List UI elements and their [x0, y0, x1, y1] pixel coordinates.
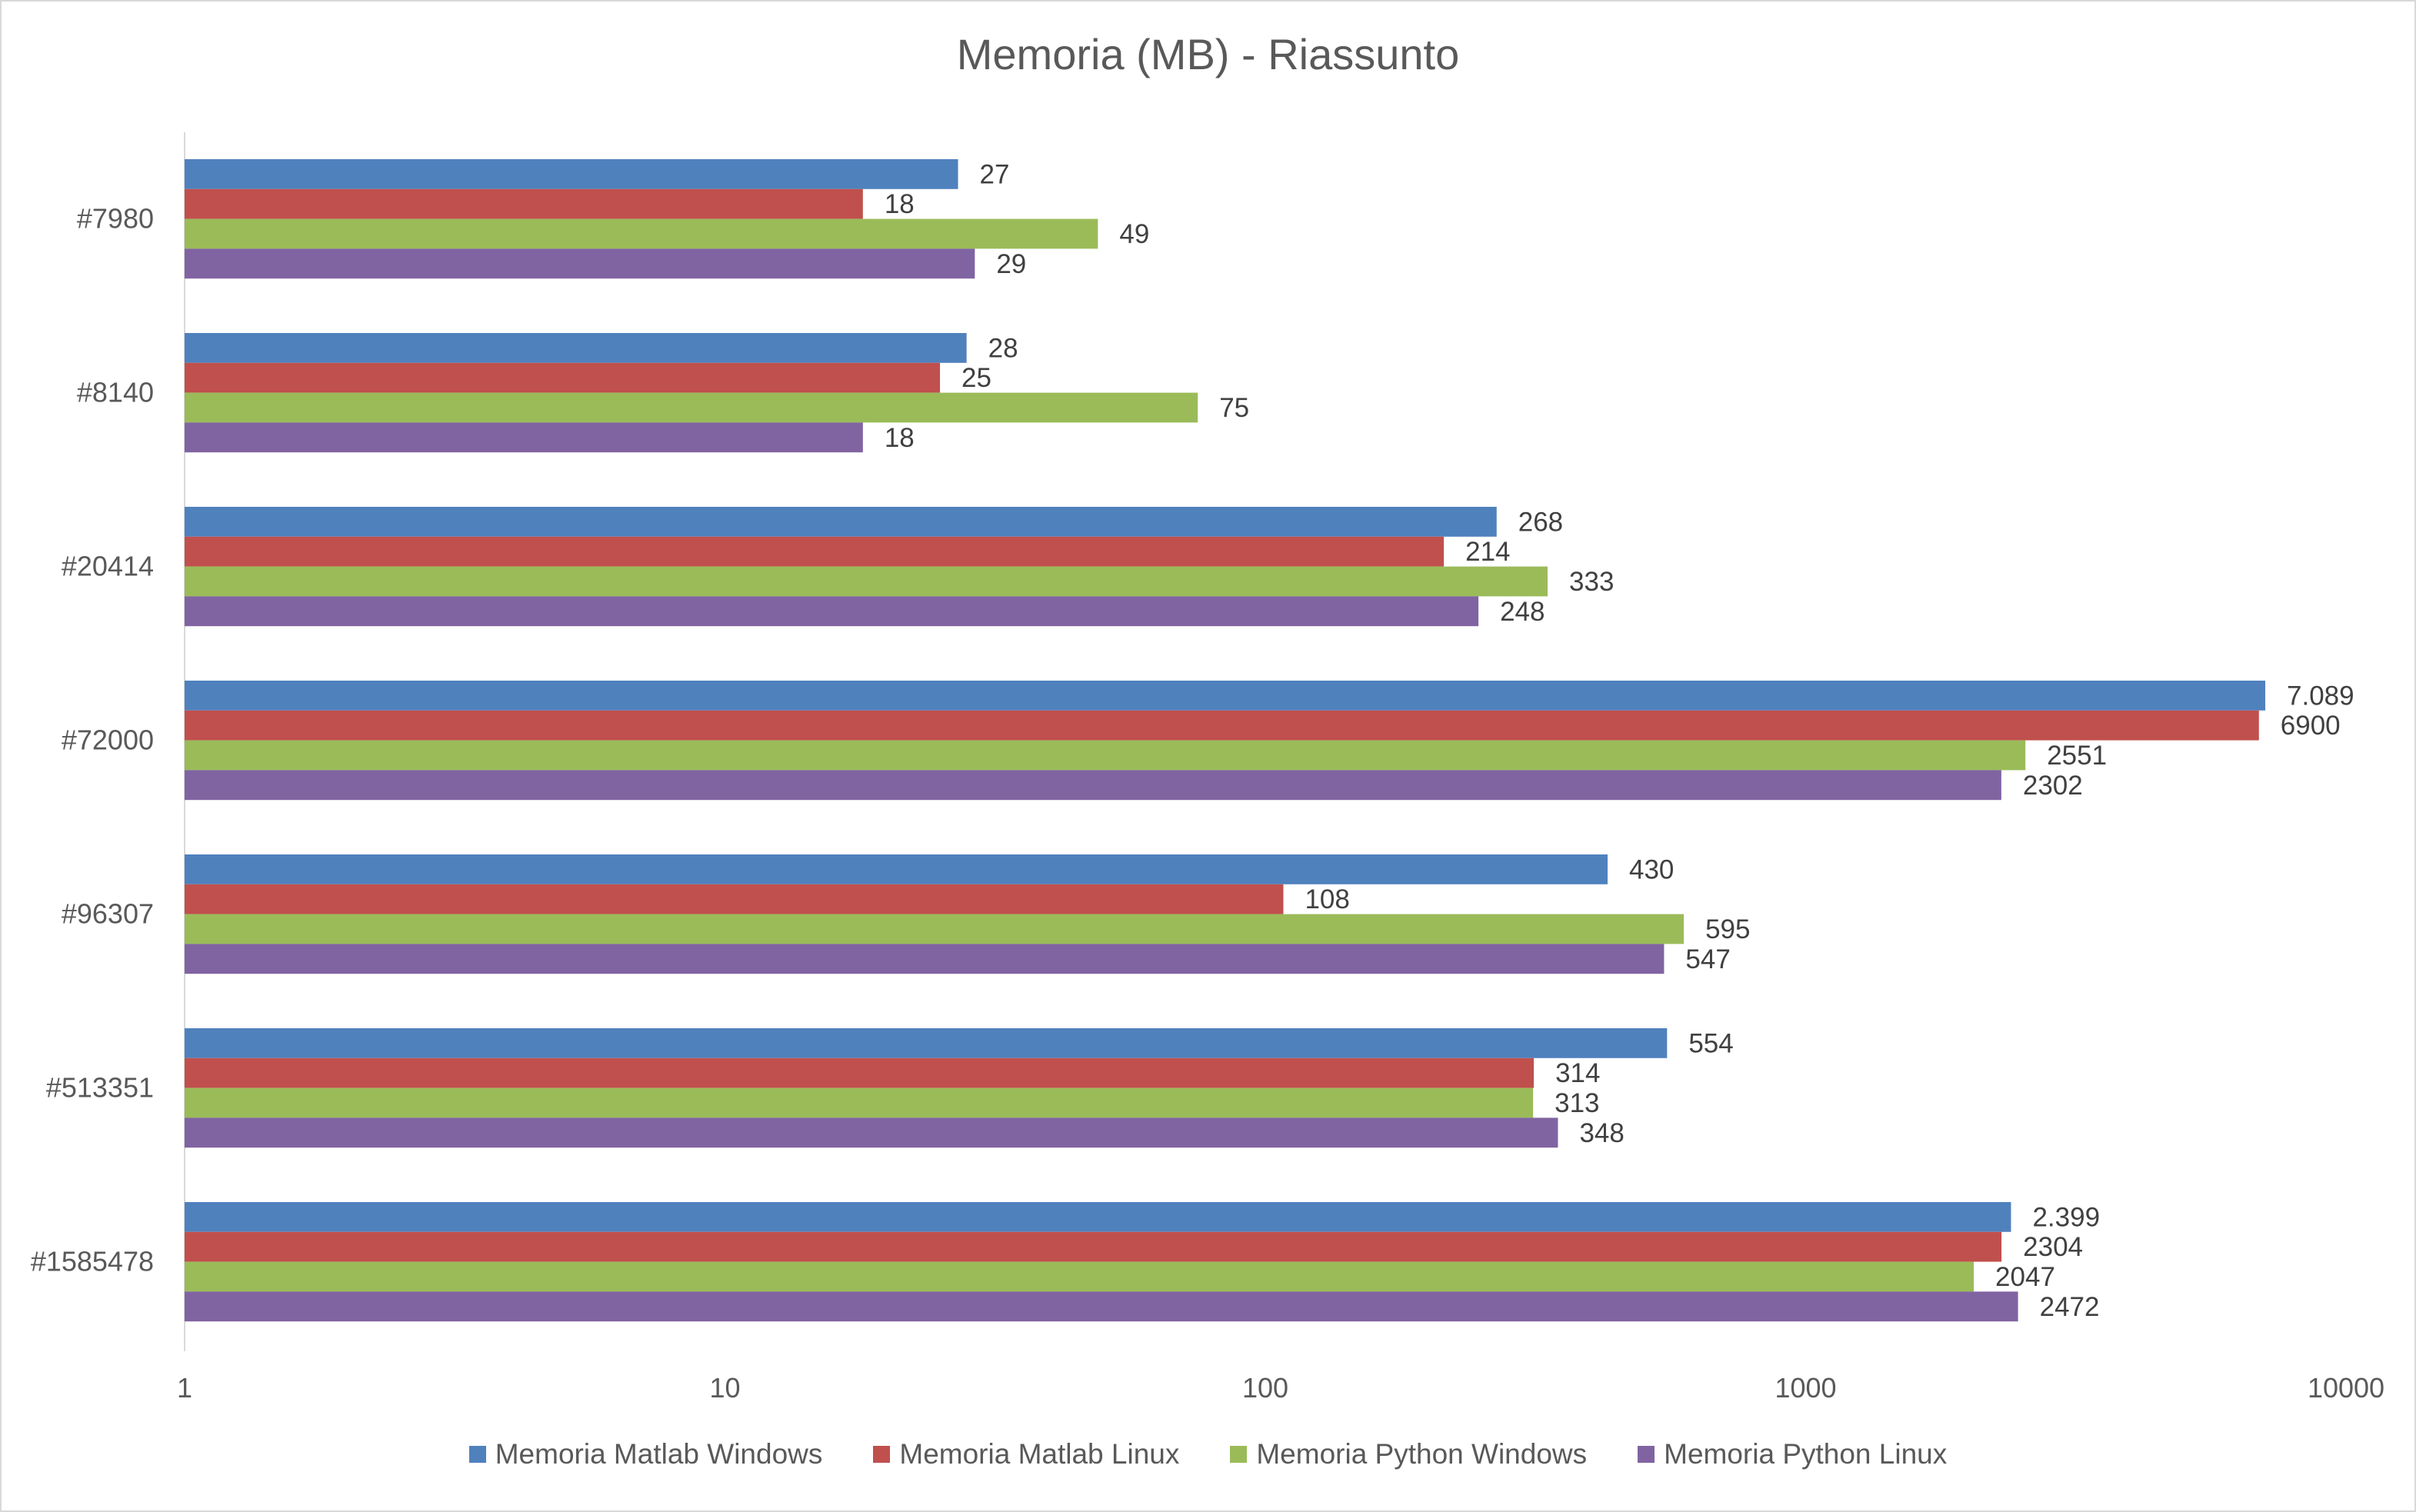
- data-label: 313: [1555, 1088, 1599, 1118]
- data-label: 248: [1500, 597, 1545, 627]
- data-label: 314: [1555, 1058, 1600, 1088]
- chart-title: Memoria (MB) - Riassunto: [956, 30, 1460, 78]
- bar: [185, 884, 1284, 914]
- data-label: 348: [1579, 1118, 1624, 1148]
- bar: [185, 1057, 1535, 1088]
- data-label: 430: [1629, 854, 1674, 884]
- data-label: 2.399: [2032, 1202, 2100, 1232]
- legend-item: Memoria Matlab Linux: [873, 1438, 1179, 1470]
- data-label: 27: [980, 159, 1010, 189]
- category-label: #96307: [62, 898, 154, 930]
- bar: [185, 422, 863, 453]
- legend-swatch: [873, 1446, 891, 1463]
- data-label: 29: [996, 249, 1026, 279]
- bar: [185, 333, 967, 363]
- x-tick-label: 10: [709, 1372, 740, 1404]
- data-label: 2047: [1995, 1262, 2055, 1292]
- legend-swatch: [1638, 1446, 1655, 1463]
- legend-label: Memoria Matlab Linux: [899, 1438, 1180, 1470]
- legend-item: Memoria Python Windows: [1230, 1438, 1587, 1470]
- legend-label: Memoria Python Windows: [1256, 1438, 1588, 1470]
- data-label: 547: [1685, 944, 1730, 974]
- legend: Memoria Matlab Windows Memoria Matlab Lin…: [2, 1438, 2414, 1470]
- legend-item: Memoria Python Linux: [1638, 1438, 1947, 1470]
- category-label: #72000: [62, 724, 154, 756]
- data-label: 554: [1688, 1028, 1733, 1058]
- bar: [185, 392, 1198, 423]
- x-tick-label: 10000: [2308, 1372, 2384, 1404]
- bar: [185, 710, 2259, 741]
- x-tick-label: 1000: [1775, 1372, 1836, 1404]
- bar: [185, 1291, 2018, 1322]
- bar: [185, 248, 975, 279]
- data-label: 333: [1569, 567, 1614, 597]
- legend-label: Memoria Python Linux: [1664, 1438, 1948, 1470]
- legend-label: Memoria Matlab Windows: [495, 1438, 823, 1470]
- data-label: 18: [885, 189, 915, 219]
- category-label: #8140: [77, 377, 154, 408]
- data-label: 214: [1465, 537, 1510, 567]
- data-label: 49: [1119, 219, 1149, 249]
- bar: [185, 1087, 1534, 1118]
- legend-item: Memoria Matlab Windows: [468, 1438, 823, 1470]
- data-label: 2472: [2040, 1292, 2100, 1322]
- x-tick-label: 1: [177, 1372, 192, 1404]
- data-label: 108: [1305, 884, 1349, 914]
- category-label: #7980: [77, 203, 154, 235]
- data-label: 6900: [2281, 711, 2341, 741]
- data-label: 268: [1518, 507, 1563, 537]
- category-label: #513351: [46, 1072, 154, 1104]
- data-label: 2304: [2023, 1232, 2083, 1262]
- data-label: 595: [1705, 914, 1750, 944]
- data-label: 75: [1219, 393, 1249, 423]
- bar: [185, 1202, 2011, 1232]
- category-label: #1585478: [31, 1246, 154, 1277]
- bar: [185, 1261, 1974, 1292]
- category-label: #20414: [62, 551, 154, 582]
- legend-swatch: [468, 1446, 486, 1463]
- bar: [185, 681, 2266, 711]
- bar: [185, 740, 2026, 771]
- bar: [185, 1117, 1558, 1148]
- bar: [185, 1231, 2002, 1262]
- x-tick-label: 100: [1242, 1372, 1288, 1404]
- bar: [185, 770, 2001, 801]
- bar: [185, 188, 863, 219]
- data-label: 7.089: [2287, 681, 2354, 711]
- data-label: 18: [885, 423, 915, 453]
- bar: [185, 944, 1665, 974]
- data-label: 28: [988, 333, 1018, 363]
- bar: [185, 566, 1548, 597]
- data-label: 25: [961, 363, 991, 393]
- bar: [185, 536, 1445, 567]
- legend-swatch: [1230, 1446, 1248, 1463]
- bar: [185, 854, 1608, 884]
- bar: [185, 507, 1497, 537]
- bar: [185, 1028, 1668, 1058]
- bar: [185, 159, 958, 189]
- data-label: 2302: [2023, 771, 2083, 801]
- bar: [185, 362, 941, 393]
- data-label: 2551: [2047, 741, 2107, 771]
- bar: [185, 218, 1098, 249]
- bar: [185, 596, 1479, 627]
- bar: [185, 914, 1685, 944]
